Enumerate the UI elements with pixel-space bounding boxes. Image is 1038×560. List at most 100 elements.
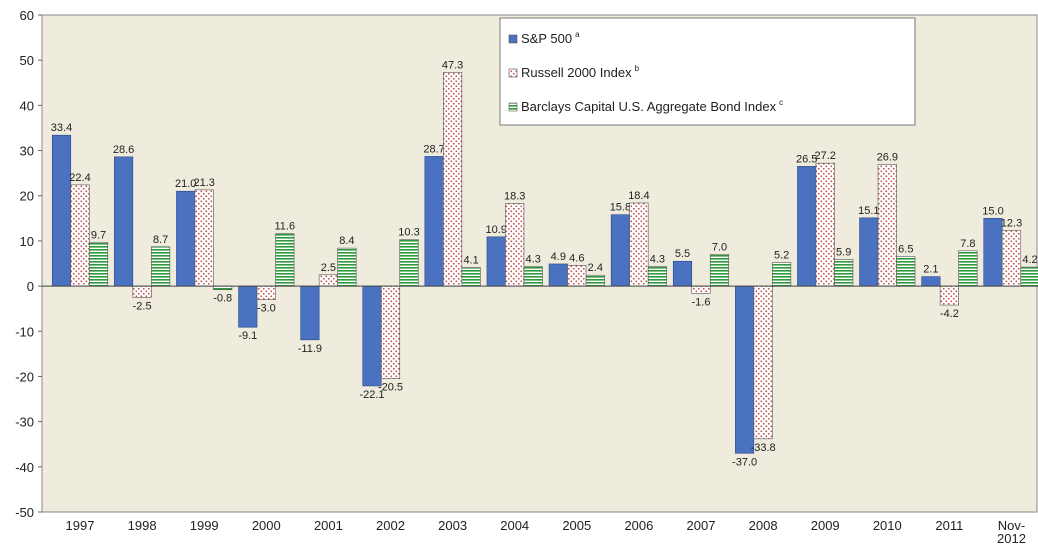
x-tick-label: 1997 (66, 518, 95, 533)
x-tick-label: 2009 (811, 518, 840, 533)
bar (772, 262, 792, 287)
bar (505, 203, 525, 287)
legend-label: S&P 500 a (521, 30, 580, 46)
x-tick-label: 2011 (935, 518, 963, 533)
legend-swatch (508, 102, 518, 112)
legend-box (499, 17, 916, 126)
legend-note: b (635, 64, 640, 73)
data-label: 15.1 (858, 205, 879, 217)
bar (691, 285, 711, 294)
data-label: 11.6 (275, 221, 296, 233)
legend-name: Russell 2000 Index (521, 65, 632, 80)
bar (958, 250, 978, 287)
bar (151, 246, 171, 287)
x-tick-label: 2001 (314, 518, 343, 533)
bar (461, 267, 481, 287)
bar (194, 189, 214, 287)
y-tick-label: -30 (15, 415, 34, 430)
data-label: 12.3 (1001, 218, 1022, 230)
bar (647, 266, 667, 287)
bar (753, 285, 773, 440)
data-label: 5.2 (774, 250, 789, 262)
data-label: 47.3 (442, 59, 463, 71)
bar (132, 285, 152, 298)
data-label: 8.7 (153, 234, 168, 246)
bar (921, 276, 941, 287)
data-label: 4.3 (526, 254, 541, 266)
x-tick-label: 2000 (252, 518, 281, 533)
y-tick-label: 40 (20, 98, 34, 113)
data-label: 15.0 (982, 205, 1003, 217)
x-tick-label: Nov-2012 (997, 518, 1026, 546)
legend-label: Russell 2000 Index b (521, 64, 640, 80)
bar (114, 156, 134, 287)
legend-label: Barclays Capital U.S. Aggregate Bond Ind… (521, 98, 783, 114)
data-label: 6.5 (898, 244, 913, 256)
y-tick-label: -50 (15, 505, 34, 520)
bar (486, 236, 506, 287)
bar (735, 285, 755, 454)
bar (176, 190, 196, 287)
bar (877, 164, 897, 287)
data-label: -2.5 (133, 300, 152, 312)
bar (300, 285, 320, 341)
data-label: -20.5 (378, 382, 403, 394)
bar (523, 266, 543, 287)
data-label: -0.8 (213, 293, 232, 305)
y-tick-label: -10 (15, 324, 34, 339)
x-tick-part: 2012 (997, 531, 1026, 546)
data-label: 21.3 (193, 177, 214, 189)
data-label: 7.0 (712, 241, 727, 253)
data-label: 33.4 (51, 122, 72, 134)
bar (443, 72, 463, 287)
data-label: 4.1 (463, 255, 478, 267)
bar (380, 285, 401, 380)
y-tick-label: 60 (20, 8, 34, 23)
data-label: -37.0 (732, 456, 757, 468)
data-label: 28.6 (113, 144, 134, 156)
y-tick-label: 10 (20, 234, 34, 249)
data-label: 27.2 (814, 150, 835, 162)
data-label: -3.0 (257, 303, 276, 315)
bar (362, 285, 382, 387)
data-label: 21.0 (175, 178, 196, 190)
data-label: -9.1 (238, 330, 257, 342)
data-label: 5.5 (675, 248, 690, 260)
bar (834, 259, 854, 287)
data-label: 26.9 (877, 152, 898, 164)
x-tick-label: 1998 (128, 518, 157, 533)
data-label: 22.4 (69, 172, 90, 184)
y-tick-label: 0 (27, 279, 34, 294)
x-tick-part: Nov- (998, 518, 1025, 533)
legend-swatch (508, 34, 518, 44)
bar (567, 265, 587, 287)
y-tick-label: -40 (15, 460, 34, 475)
x-tick-label: 2007 (687, 518, 716, 533)
bar (213, 285, 233, 291)
bar (337, 247, 357, 287)
bar (70, 184, 90, 287)
x-tick-label: 2006 (624, 518, 653, 533)
x-tick-label: 2003 (438, 518, 467, 533)
y-tick-label: 20 (20, 189, 34, 204)
y-tick-label: -20 (15, 369, 34, 384)
bar (275, 233, 295, 287)
bar (318, 274, 338, 287)
data-label: 26.5 (796, 153, 817, 165)
legend-swatch (508, 68, 518, 78)
bar (256, 285, 276, 300)
data-label: -22.1 (359, 389, 384, 401)
data-label: 10.3 (398, 227, 419, 239)
bar (424, 156, 444, 287)
bar (629, 202, 649, 287)
data-label: 4.3 (650, 254, 665, 266)
bar (1020, 266, 1038, 287)
bar (88, 241, 109, 287)
bar (896, 256, 916, 287)
data-label: 7.8 (960, 238, 975, 250)
bar (672, 260, 693, 287)
bar (610, 214, 630, 287)
x-tick-label: 2008 (749, 518, 778, 533)
data-label: 2.1 (923, 264, 938, 276)
